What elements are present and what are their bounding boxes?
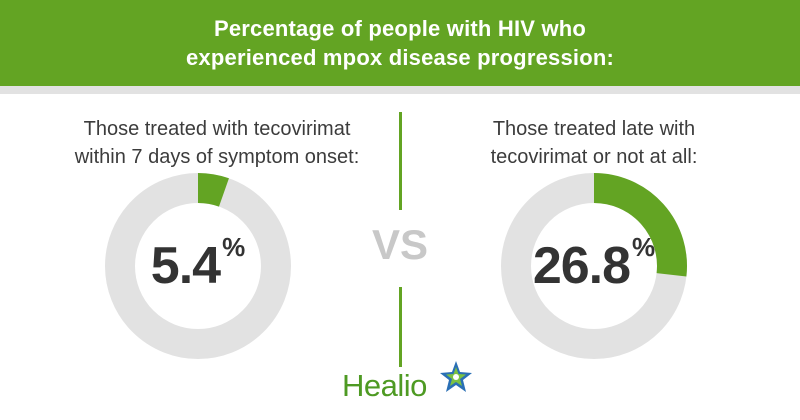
vs-label: VS <box>371 221 429 268</box>
healio-star-icon <box>440 361 472 392</box>
right-series-label-line-1: Those treated late with <box>492 118 696 140</box>
title-divider-band <box>0 86 800 94</box>
left-value-number: 5.4 <box>150 237 221 295</box>
right-series-label: Those treated late with tecovirimat or n… <box>429 115 759 171</box>
vs-divider-top <box>399 112 402 210</box>
title-banner: Percentage of people with HIV who experi… <box>0 0 800 86</box>
left-series-label-line-2: within 7 days of symptom onset: <box>74 146 360 168</box>
right-donut-chart: 26.8 % <box>500 172 688 360</box>
right-donut-svg <box>501 173 687 359</box>
right-donut-value-arc <box>593 173 687 277</box>
left-value-label: 5.4 % <box>104 172 292 360</box>
right-value-label: 26.8 % <box>500 172 688 360</box>
right-value-number: 26.8 <box>532 237 631 295</box>
healio-logo: Healio <box>342 361 492 411</box>
healio-star-center <box>453 374 459 380</box>
left-donut-svg <box>105 173 291 359</box>
right-series-label-line-2: tecovirimat or not at all: <box>490 146 698 168</box>
healio-logo-text: Healio <box>342 368 427 403</box>
chart-title-line-2: experienced mpox disease progression: <box>186 45 614 70</box>
left-donut-chart: 5.4 % <box>104 172 292 360</box>
vs-divider-bottom <box>399 287 402 367</box>
left-donut-value-arc <box>197 173 229 207</box>
chart-title-line-1: Percentage of people with HIV who <box>213 16 587 41</box>
left-value-unit: % <box>222 232 246 262</box>
left-series-label: Those treated with tecovirimat within 7 … <box>52 115 382 171</box>
right-value-unit: % <box>632 232 656 262</box>
left-series-label-line-1: Those treated with tecovirimat <box>83 118 351 140</box>
